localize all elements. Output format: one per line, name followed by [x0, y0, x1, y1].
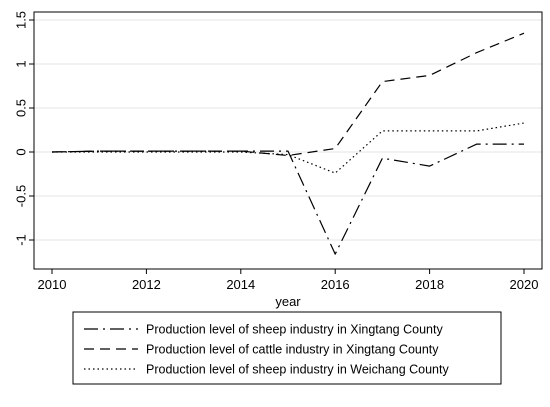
x-tick-label: 2012 [132, 277, 161, 292]
x-tick-label: 2018 [415, 277, 444, 292]
legend-label: Production level of sheep industry in We… [146, 363, 449, 377]
y-tick-label: 0.5 [13, 99, 28, 117]
y-tick-label: 0 [13, 148, 28, 155]
x-tick-label: 2014 [226, 277, 255, 292]
legend-entries: Production level of sheep industry in Xi… [84, 323, 449, 377]
legend-label: Production level of cattle industry in X… [146, 343, 439, 357]
x-axis-ticks: 2010 2012 2014 2016 2018 2020 [38, 269, 539, 292]
series-line-1 [51, 143, 524, 255]
series-group [51, 32, 525, 255]
x-tick-label: 2020 [510, 277, 539, 292]
y-tick-label: 1.5 [13, 11, 28, 29]
legend [72, 311, 502, 385]
y-tick-label: 1 [13, 60, 28, 67]
y-axis-ticks: -1 -0.5 0 0.5 1 1.5 [13, 11, 34, 246]
x-axis-label: year [275, 294, 301, 309]
x-tick-label: 2010 [38, 277, 67, 292]
plot-frame [33, 11, 543, 270]
y-tick-label: -0.5 [13, 185, 28, 207]
y-tick-label: -1 [13, 234, 28, 246]
legend-label: Production level of sheep industry in Xi… [146, 323, 443, 337]
x-tick-label: 2016 [321, 277, 350, 292]
